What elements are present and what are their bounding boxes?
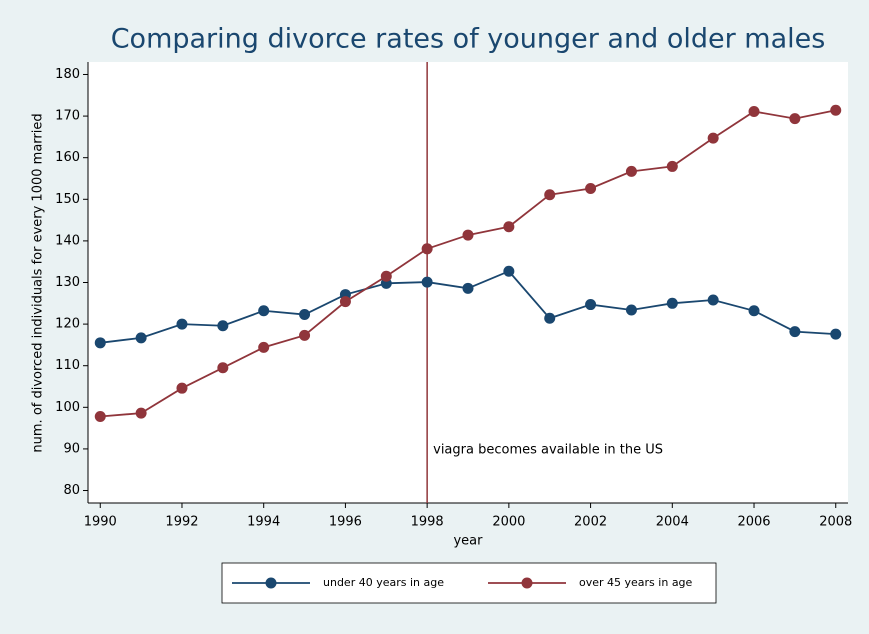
data-point	[748, 106, 760, 118]
data-point	[176, 318, 188, 330]
y-tick-label: 130	[55, 275, 80, 290]
legend-marker	[265, 577, 277, 589]
data-point	[666, 297, 678, 309]
x-tick-label: 2000	[492, 515, 525, 530]
data-point	[421, 276, 433, 288]
x-tick-label: 2008	[819, 515, 852, 530]
y-tick-label: 100	[55, 400, 80, 415]
data-point	[217, 320, 229, 332]
data-point	[789, 113, 801, 125]
data-point	[94, 410, 106, 422]
data-point	[135, 332, 147, 344]
plot-area	[88, 62, 848, 503]
data-point	[462, 282, 474, 294]
y-tick-label: 180	[55, 67, 80, 82]
data-point	[299, 309, 311, 321]
data-point	[462, 229, 474, 241]
x-tick-label: 1996	[329, 515, 362, 530]
data-point	[789, 326, 801, 338]
data-point	[503, 265, 515, 277]
data-point	[135, 407, 147, 419]
y-tick-label: 140	[55, 233, 80, 248]
x-tick-label: 2004	[656, 515, 689, 530]
legend-label: over 45 years in age	[579, 576, 693, 589]
x-tick-label: 2006	[737, 515, 770, 530]
data-point	[830, 104, 842, 116]
data-point	[258, 341, 270, 353]
data-point	[707, 132, 719, 144]
data-point	[176, 382, 188, 394]
data-point	[503, 221, 515, 233]
data-point	[544, 189, 556, 201]
legend-marker	[521, 577, 533, 589]
chart-title: Comparing divorce rates of younger and o…	[111, 24, 826, 55]
data-point	[625, 165, 637, 177]
data-point	[625, 304, 637, 316]
data-point	[421, 243, 433, 255]
data-point	[585, 299, 597, 311]
y-tick-label: 160	[55, 150, 80, 165]
legend-label: under 40 years in age	[323, 576, 444, 589]
data-point	[585, 182, 597, 194]
x-tick-label: 1998	[411, 515, 444, 530]
data-point	[217, 362, 229, 374]
data-point	[380, 270, 392, 282]
y-tick-label: 120	[55, 317, 80, 332]
x-tick-label: 2002	[574, 515, 607, 530]
data-point	[830, 328, 842, 340]
y-axis-label: num. of divorced individuals for every 1…	[31, 113, 46, 452]
y-tick-label: 170	[55, 109, 80, 124]
data-point	[748, 305, 760, 317]
y-tick-label: 80	[63, 483, 80, 498]
data-point	[299, 329, 311, 341]
y-tick-label: 110	[55, 358, 80, 373]
data-point	[339, 296, 351, 308]
data-point	[544, 312, 556, 324]
data-point	[258, 305, 270, 317]
data-point	[94, 337, 106, 349]
annotation: viagra becomes available in the US	[433, 443, 663, 458]
y-tick-label: 150	[55, 192, 80, 207]
data-point	[666, 160, 678, 172]
data-point	[707, 294, 719, 306]
x-axis-label: year	[453, 534, 483, 549]
y-tick-label: 90	[63, 441, 80, 456]
x-tick-label: 1994	[247, 515, 280, 530]
x-tick-label: 1992	[165, 515, 198, 530]
x-tick-label: 1990	[84, 515, 117, 530]
